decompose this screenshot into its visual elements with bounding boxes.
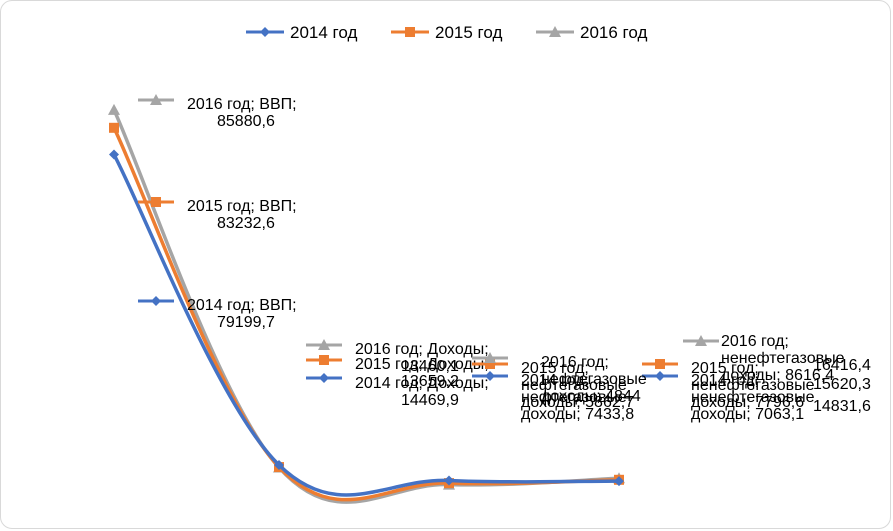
data-label: 2015 год; ВВП; 83232,6 — [187, 198, 297, 232]
data-label: 2016 год; нефтегазовые доходы; 4844 — [541, 354, 647, 405]
legend-entry-0: 2014 год — [246, 23, 357, 42]
data-point — [109, 149, 119, 160]
label-key-marker — [318, 339, 330, 350]
data-label: 2016 год; ВВП; 85880,6 — [187, 96, 297, 130]
data-label-line: 2015 год; — [521, 360, 589, 377]
data-point — [109, 122, 119, 133]
data-label-line: доходы; 4844 — [541, 388, 641, 405]
legend-marker — [260, 27, 270, 37]
data-label-line: нефтегазовые — [521, 389, 627, 406]
data-label-line: нефтегазовые — [521, 377, 627, 394]
data-label: 2015 год; ненефтегазовые доходы; 7796,6 — [691, 360, 815, 411]
data-label-line: нефтегазовые — [541, 371, 647, 388]
data-label: 2015 год; нефтегазовые доходы; 5862,7 — [521, 360, 634, 411]
data-point — [108, 103, 120, 115]
label-key-marker — [151, 296, 161, 306]
label-key-marker — [150, 94, 162, 105]
legend-marker — [549, 26, 561, 37]
label-key-marker — [485, 371, 495, 381]
legend-entry-1: 2015 год — [391, 23, 502, 42]
data-label: 2014 год; Доходы; 14469,9 — [355, 375, 489, 409]
label-key-marker — [319, 355, 329, 365]
data-label-line: 2014 год; — [521, 372, 589, 389]
data-label-line: 13460,1 — [401, 358, 459, 375]
data-label: 2014 год; нефтегазовые доходы; 7433,8 — [521, 372, 634, 423]
data-label-line: 2014 год; — [691, 372, 759, 389]
legend-marker — [405, 27, 415, 37]
extra-value-label: 16416,4 — [813, 357, 871, 374]
data-label-line: 2016 год; — [541, 354, 609, 371]
data-label-line: 2015 год; — [691, 360, 759, 377]
data-label-line: доходы; 7796,6 — [691, 394, 804, 411]
data-label: 2014 год; ВВП; 79199,7 — [187, 297, 297, 331]
data-point — [614, 476, 624, 487]
label-key-marker — [655, 359, 665, 369]
legend-label: 2015 год — [435, 23, 502, 42]
data-label-line: ненефтегазовые — [721, 350, 845, 367]
data-label-line: 13659,2 — [401, 373, 459, 390]
label-key-marker — [151, 197, 161, 207]
data-label-line: доходы; 5862,7 — [521, 394, 634, 411]
data-label-line: 79199,7 — [217, 314, 275, 331]
label-key-marker — [484, 352, 496, 363]
data-label-line: ненефтегазовые — [691, 389, 815, 406]
label-key-marker — [655, 371, 665, 381]
data-label-line: 2015 год; ВВП; — [187, 198, 297, 215]
series-line-0 — [112, 153, 620, 497]
data-point — [274, 460, 284, 471]
extra-value-label: 14831,6 — [813, 398, 871, 415]
data-point — [444, 475, 454, 486]
label-key-marker — [695, 335, 707, 346]
data-label-line: 2014 год; Доходы; — [355, 375, 489, 392]
data-label: 2014 год; ненефтегазовые доходы; 7063,1 — [691, 372, 815, 423]
data-label-line: 2016 год; — [721, 333, 789, 350]
data-label-line: 2016 год; ВВП; — [187, 96, 297, 113]
label-key-marker — [319, 373, 329, 383]
data-label: 2016 год; Доходы; 13460,1 — [355, 341, 489, 375]
data-label-line: 14469,9 — [401, 392, 459, 409]
data-label-line: доходы; 7063,1 — [691, 406, 804, 423]
data-label: 2016 год; ненефтегазовые доходы; 8616,4 — [721, 333, 845, 384]
data-label-line: 83232,6 — [217, 215, 275, 232]
data-label-line: 2016 год; Доходы; — [355, 341, 489, 358]
label-key-marker — [485, 359, 495, 369]
data-label-line: доходы; 7433,8 — [521, 406, 634, 423]
extra-value-label: 15620,3 — [813, 376, 871, 393]
data-label-line: ненефтегазовые — [691, 377, 815, 394]
data-label-line: доходы; 8616,4 — [721, 367, 834, 384]
data-label-line: 2015 год; Доходы; — [355, 356, 489, 373]
legend-label: 2014 год — [290, 23, 357, 42]
data-label: 2015 год; Доходы; 13659,2 — [355, 356, 489, 390]
legend-label: 2016 год — [580, 23, 647, 42]
data-label-line: 2014 год; ВВП; — [187, 297, 297, 314]
data-label-line: 85880,6 — [217, 113, 275, 130]
legend-entry-2: 2016 год — [536, 23, 647, 42]
